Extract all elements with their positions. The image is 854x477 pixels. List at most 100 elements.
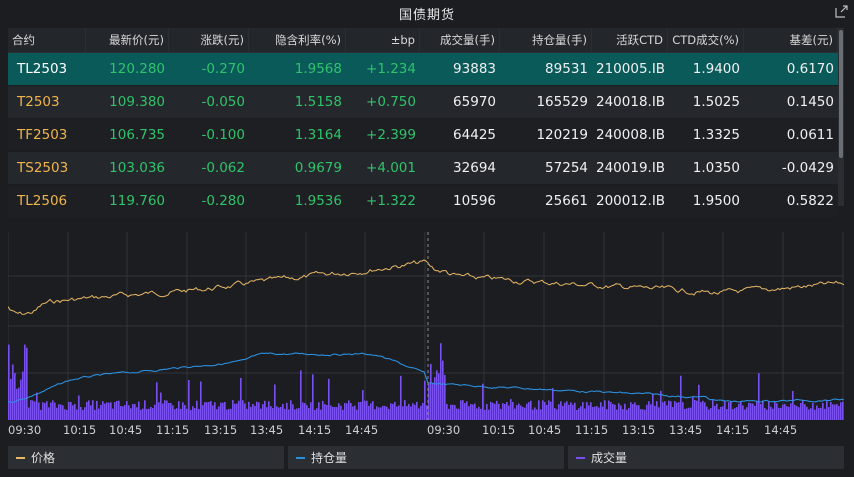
volume-bar <box>780 407 782 420</box>
volume-bar <box>190 410 192 420</box>
volume-bar <box>442 360 444 420</box>
volume-bar <box>76 409 78 420</box>
table-row[interactable]: TF2503 106.735 -0.100 1.3164 +2.399 6442… <box>8 119 838 151</box>
volume-bar <box>390 403 392 420</box>
volume-bar <box>170 403 172 420</box>
volume-bar <box>138 401 140 420</box>
column-header-open-interest[interactable]: 持仓量(手) <box>500 28 592 52</box>
volume-bar <box>136 407 138 420</box>
volume-bar <box>98 408 100 420</box>
table-scrollbar-thumb[interactable] <box>839 30 843 158</box>
volume-bar <box>714 405 716 420</box>
volume-bar <box>80 407 82 420</box>
column-header-active-ctd[interactable]: 活跃CTD <box>592 28 668 52</box>
column-header-change[interactable]: 涨跌(元) <box>169 28 249 52</box>
volume-bar <box>544 402 546 420</box>
volume-bar <box>644 409 646 420</box>
volume-bar <box>508 405 510 420</box>
volume-bar <box>350 403 352 420</box>
x-tick-label: 14:45 <box>764 423 797 437</box>
volume-bar <box>438 373 440 420</box>
column-header-last-price[interactable]: 最新价(元) <box>86 28 169 52</box>
volume-bar <box>126 401 128 420</box>
volume-bar <box>46 401 48 420</box>
column-header-contract[interactable]: 合约 <box>8 28 86 52</box>
table-header: 合约 最新价(元) 涨跌(元) 隐含利率(%) ±bp 成交量(手) 持仓量(手… <box>8 28 838 53</box>
cell-change: -0.100 <box>201 127 245 143</box>
legend-price[interactable]: 价格 <box>8 446 284 469</box>
volume-bar <box>352 406 354 420</box>
volume-bar <box>242 400 244 420</box>
column-header-basis[interactable]: 基差(元) <box>744 28 838 52</box>
volume-bar <box>386 406 388 420</box>
volume-bar <box>364 400 366 420</box>
volume-bar <box>552 388 554 420</box>
volume-bar <box>66 409 68 420</box>
volume-bar <box>50 402 52 420</box>
table-row[interactable]: TS2503 103.036 -0.062 0.9679 +4.001 3269… <box>8 152 838 184</box>
expand-icon[interactable] <box>835 5 848 18</box>
cell-ctd-yield: 1.0350 <box>692 160 740 176</box>
cell-active-ctd: 210005.IB <box>596 61 666 77</box>
volume-bar <box>660 390 662 420</box>
volume-bar <box>24 344 26 420</box>
volume-bar <box>824 408 826 420</box>
x-tick-label: 10:45 <box>528 423 561 437</box>
legend-open-interest[interactable]: 持仓量 <box>288 446 564 469</box>
cell-bp: +2.399 <box>366 127 416 143</box>
column-header-volume[interactable]: 成交量(手) <box>420 28 500 52</box>
volume-bar <box>122 406 124 420</box>
volume-bar <box>220 402 222 420</box>
cell-last-price: 119.760 <box>109 193 165 209</box>
volume-bar <box>380 407 382 420</box>
volume-bar <box>10 378 12 420</box>
volume-bar <box>790 403 792 420</box>
volume-bar <box>738 403 740 420</box>
volume-bar <box>334 407 336 420</box>
volume-bar <box>394 401 396 420</box>
table-row[interactable]: TL2503 120.280 -0.270 1.9568 +1.234 9388… <box>8 53 838 85</box>
volume-bar <box>470 404 472 420</box>
volume-bar <box>142 408 144 420</box>
volume-bar <box>794 404 796 420</box>
volume-bar <box>490 401 492 420</box>
volume-bar <box>454 405 456 420</box>
volume-bar <box>750 403 752 420</box>
cell-last-price: 120.280 <box>109 61 165 77</box>
volume-bar <box>674 401 676 420</box>
volume-bar <box>606 409 608 420</box>
volume-bar <box>320 409 322 420</box>
volume-bar <box>720 406 722 420</box>
volume-bar <box>618 403 620 420</box>
column-header-implied-rate[interactable]: 隐含利率(%) <box>249 28 346 52</box>
volume-bar <box>82 409 84 420</box>
column-header-bp[interactable]: ±bp <box>346 28 420 52</box>
intraday-chart[interactable]: 09:30 10:15 10:45 11:15 13:15 13:45 14:15 14:45… <box>8 232 844 438</box>
volume-bar <box>174 409 176 420</box>
volume-bar <box>94 409 96 420</box>
table-row[interactable]: TL2506 119.760 -0.280 1.9536 +1.322 1059… <box>8 185 838 217</box>
volume-bar <box>246 408 248 420</box>
volume-bar <box>730 401 732 420</box>
volume-bar <box>458 408 460 420</box>
volume-bar <box>232 400 234 420</box>
volume-bar <box>90 405 92 420</box>
column-header-ctd-yield[interactable]: CTD成交(%) <box>668 28 744 52</box>
volume-bar <box>466 401 468 420</box>
table-row[interactable]: T2503 109.380 -0.050 1.5158 +0.750 65970… <box>8 86 838 118</box>
volume-bar <box>640 409 642 420</box>
volume-bar <box>566 401 568 420</box>
volume-bar <box>444 374 446 420</box>
volume-bar <box>788 406 790 420</box>
volume-bar <box>92 400 94 420</box>
volume-bar <box>144 400 146 420</box>
volume-bar <box>584 408 586 420</box>
volume-bar <box>164 400 166 420</box>
cell-ctd-yield: 1.9400 <box>692 61 740 77</box>
volume-bar <box>332 406 334 420</box>
legend-volume[interactable]: 成交量 <box>568 446 844 469</box>
cell-change: -0.062 <box>201 160 245 176</box>
volume-bar <box>512 401 514 420</box>
volume-bar <box>494 403 496 420</box>
volume-bar <box>802 400 804 420</box>
